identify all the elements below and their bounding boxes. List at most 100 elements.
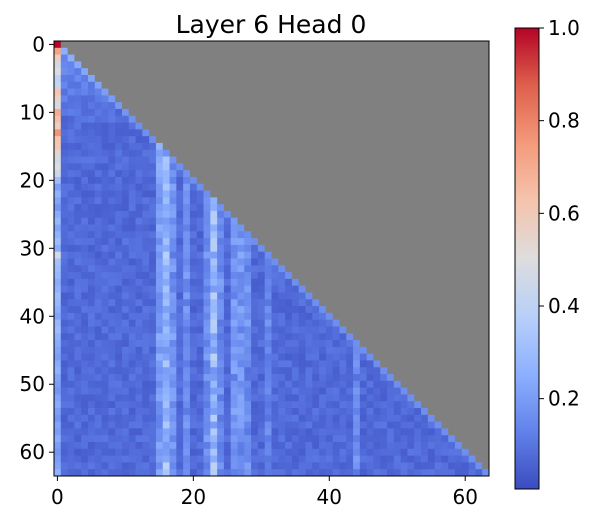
heatmap-cell [81,122,89,130]
masked-cell [475,299,483,307]
masked-cell [468,183,476,191]
heatmap-cell [142,462,150,470]
heatmap-cell [237,231,245,239]
masked-cell [434,353,442,361]
masked-cell [441,394,449,402]
heatmap-cell [223,292,232,300]
heatmap-cell [353,421,361,429]
heatmap-cell [176,183,184,191]
masked-cell [285,122,293,130]
heatmap-cell [149,251,157,259]
heatmap-cell [217,374,225,382]
heatmap-cell [87,326,96,334]
masked-cell [183,88,191,96]
heatmap-cell [142,224,150,232]
masked-cell [387,285,395,293]
heatmap-cell [128,299,136,307]
heatmap-cell [94,367,102,375]
masked-cell [285,183,293,191]
heatmap-cell [115,224,123,232]
heatmap-cell [305,469,313,477]
heatmap-cell [223,231,232,239]
masked-cell [468,74,476,83]
masked-cell [359,224,368,232]
heatmap-cell [251,251,259,259]
heatmap-cell [74,333,82,341]
heatmap-cell [142,340,150,348]
heatmap-cell [101,469,109,477]
masked-cell [353,183,361,191]
heatmap-cell [108,326,116,334]
heatmap-cell [353,340,361,348]
heatmap-cell [74,142,82,151]
heatmap-cell [359,428,368,436]
masked-cell [244,170,252,178]
masked-cell [271,54,279,62]
masked-cell [244,129,252,137]
masked-cell [271,183,279,191]
masked-cell [427,387,436,395]
heatmap-cell [251,469,259,477]
masked-cell [223,183,232,191]
masked-cell [210,176,218,185]
masked-cell [339,95,347,103]
heatmap-cell [60,231,68,239]
heatmap-cell [81,401,89,409]
masked-cell [203,136,211,144]
heatmap-cell [115,244,123,253]
heatmap-cell [366,462,374,470]
heatmap-cell [115,469,123,477]
heatmap-cell [128,170,136,178]
heatmap-cell [60,197,68,205]
heatmap-cell [149,360,157,368]
heatmap-cell [271,292,279,300]
heatmap-cell [155,312,164,321]
heatmap-cell [94,210,102,219]
masked-cell [414,197,422,205]
heatmap-cell [108,340,116,348]
heatmap-cell [393,401,402,409]
masked-cell [448,115,456,123]
masked-cell [332,299,340,307]
masked-cell [291,129,300,137]
masked-cell [434,61,442,69]
masked-cell [441,61,449,69]
heatmap-cell [387,401,395,409]
masked-cell [305,210,313,219]
masked-cell [353,251,361,259]
heatmap-cell [203,346,211,355]
y-tick-label: 0 [32,32,45,56]
heatmap-cell [319,367,327,375]
heatmap-cell [60,319,68,327]
masked-cell [230,102,238,110]
masked-cell [380,224,388,232]
heatmap-cell [101,299,109,307]
masked-cell [285,204,293,212]
heatmap-cell [210,435,218,443]
masked-cell [468,387,476,395]
masked-cell [393,74,402,83]
masked-cell [176,95,184,103]
heatmap-cell [60,142,68,151]
masked-cell [414,163,422,171]
masked-cell [359,47,368,55]
heatmap-cell [271,414,279,423]
heatmap-cell [196,210,204,219]
masked-cell [312,136,320,144]
heatmap-cell [121,238,130,246]
masked-cell [217,41,225,49]
heatmap-cell [142,258,150,266]
masked-cell [183,102,191,110]
masked-cell [441,292,449,300]
masked-cell [427,68,436,76]
heatmap-cell [121,319,130,327]
heatmap-cell [169,265,177,273]
heatmap-cell [74,374,82,382]
heatmap-cell [162,278,170,287]
heatmap-cell [94,244,102,253]
masked-cell [169,115,177,123]
heatmap-cell [115,238,123,246]
masked-cell [475,115,483,123]
masked-cell [223,136,232,144]
heatmap-cell [87,435,96,443]
